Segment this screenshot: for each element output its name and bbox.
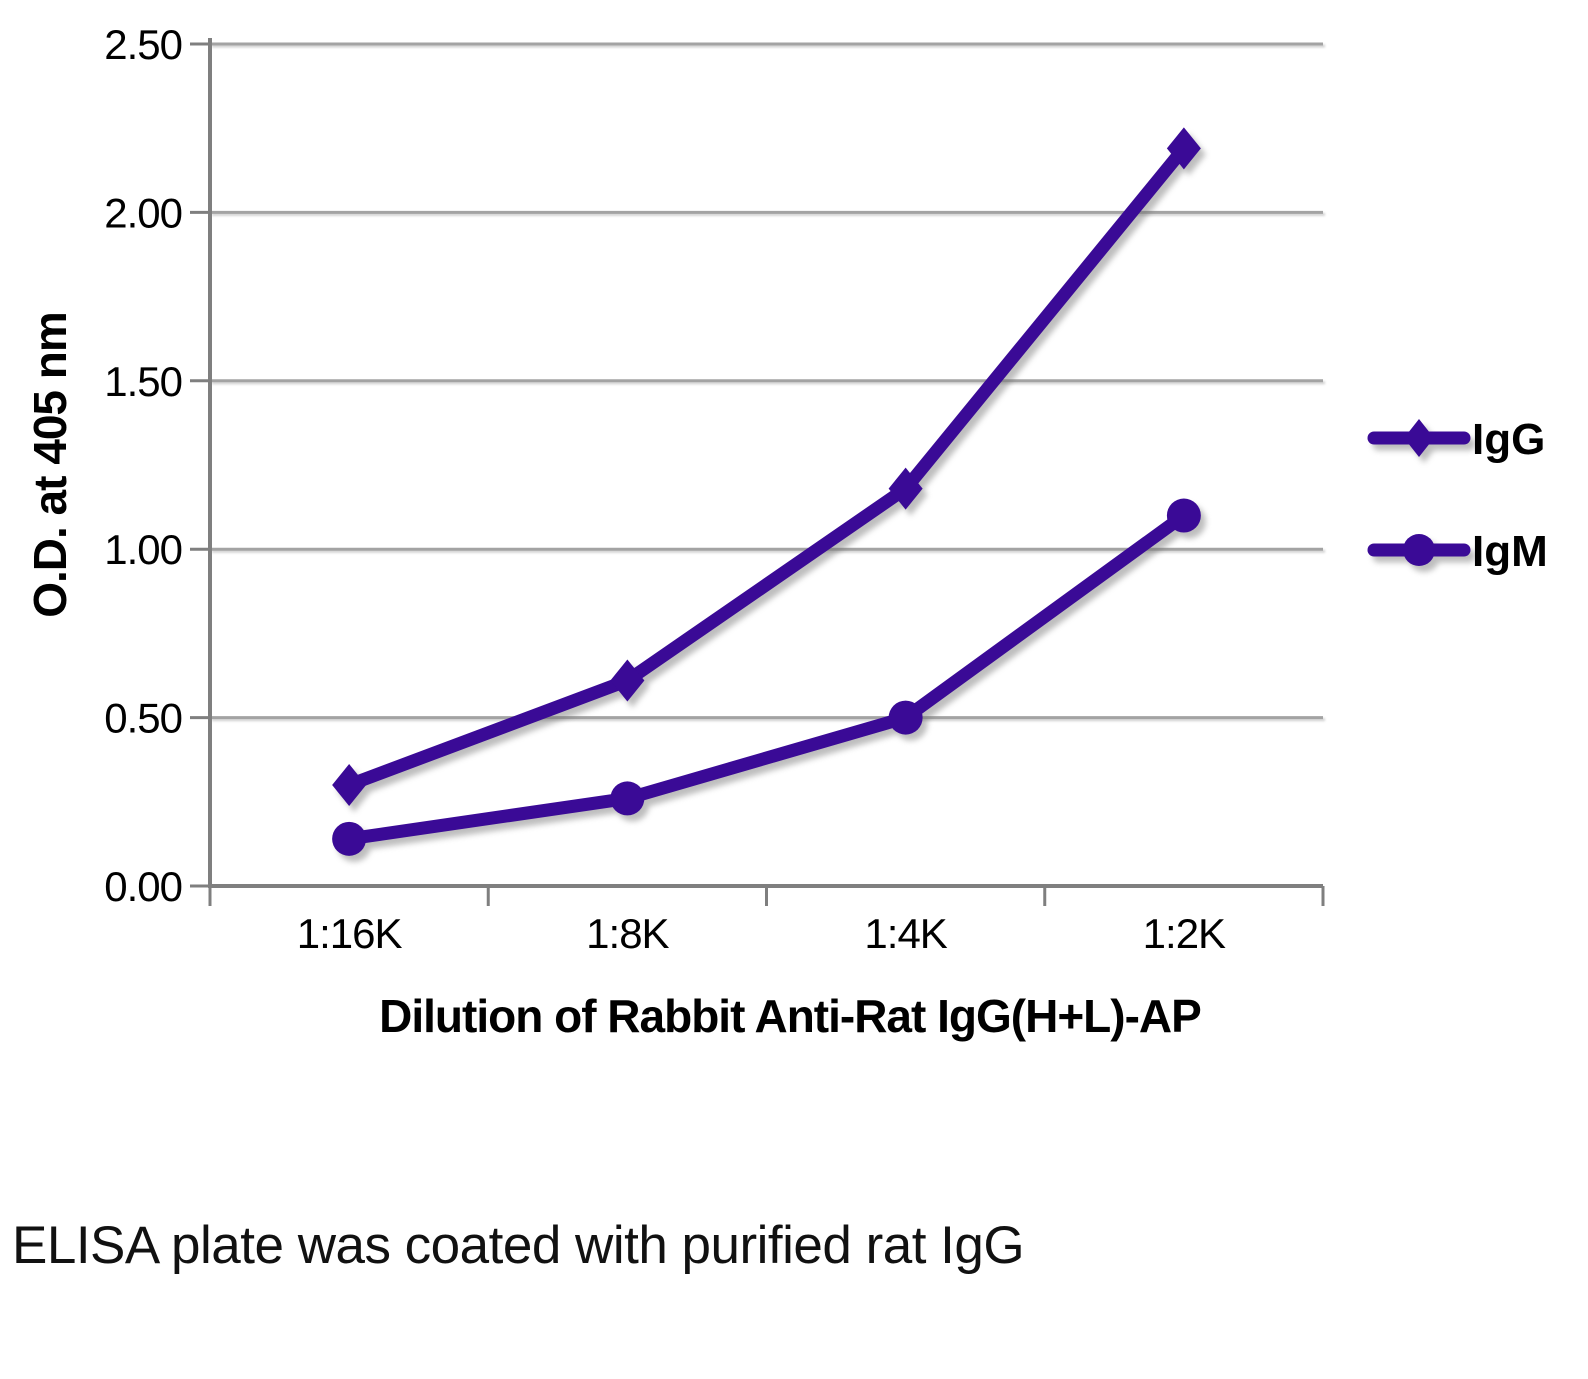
legend-marker-IgG <box>1404 419 1434 457</box>
x-tick-label: 1:16K <box>297 910 403 957</box>
legend-swatches <box>1367 419 1471 566</box>
marker-IgM-3 <box>1166 498 1201 533</box>
figure-caption: ELISA plate was coated with purified rat… <box>12 1086 1572 1379</box>
gridlines <box>210 42 1323 720</box>
marker-IgG-3 <box>1166 127 1201 170</box>
x-axis-title: Dilution of Rabbit Anti-Rat IgG(H+L)-AP <box>379 990 1201 1042</box>
y-tick-label: 1.50 <box>104 358 182 405</box>
marker-IgM-2 <box>888 700 923 735</box>
marker-IgM-1 <box>610 781 645 816</box>
legend-marker-IgM <box>1403 534 1435 566</box>
line-chart: 0.00 0.50 1.00 1.50 2.00 2.50 1:16K 1:8K 1:4K 1:2… <box>24 21 1548 1042</box>
y-axis-title: O.D. at 405 nm <box>24 312 76 618</box>
marker-IgG-2 <box>888 467 923 510</box>
data-series <box>332 127 1201 856</box>
caption-line-1: ELISA plate was coated with purified rat… <box>12 1216 1025 1275</box>
marker-IgG-1 <box>610 659 645 702</box>
x-tick-label: 1:2K <box>1143 910 1226 957</box>
axes: 0.00 0.50 1.00 1.50 2.00 2.50 1:16K 1:8K 1:4K 1:2… <box>104 21 1325 957</box>
legend-label-igg: IgG <box>1472 415 1545 464</box>
y-tick-label: 2.50 <box>104 21 182 68</box>
x-tick-label: 1:4K <box>864 910 947 957</box>
marker-IgM-0 <box>332 821 367 856</box>
y-tick-label: 0.50 <box>104 695 182 742</box>
x-tick-label: 1:8K <box>586 910 669 957</box>
y-tick-label: 2.00 <box>104 189 182 236</box>
marker-IgG-0 <box>332 763 367 806</box>
legend-label-igm: IgM <box>1472 527 1548 576</box>
series-line-IgM <box>342 509 1191 846</box>
y-tick-label: 0.00 <box>104 863 182 910</box>
series-line-IgG <box>342 141 1191 792</box>
y-tick-label: 1.00 <box>104 526 182 573</box>
